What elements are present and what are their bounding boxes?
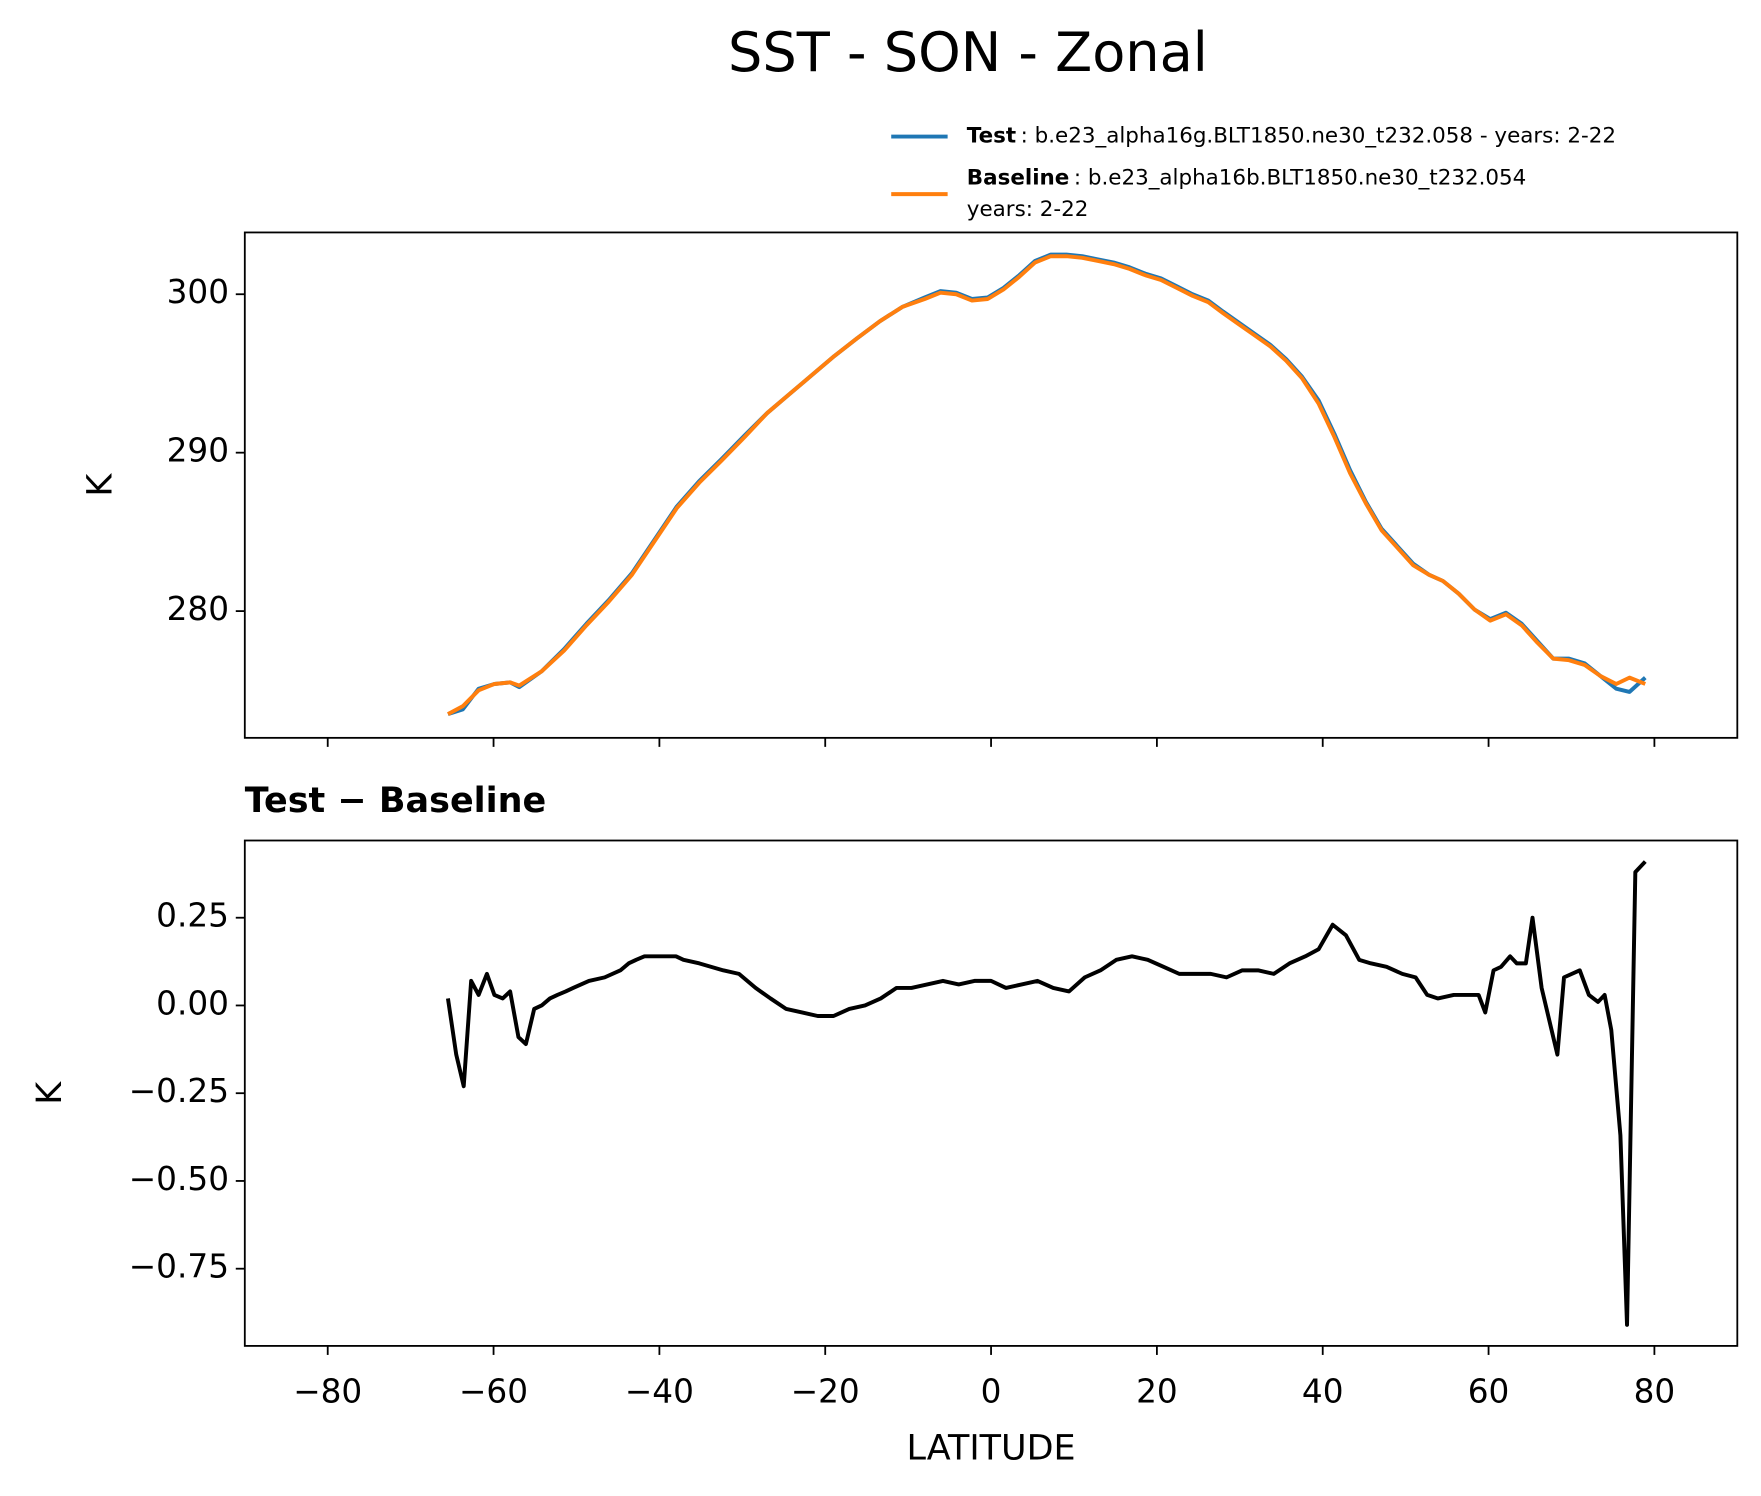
y-tick-label: 290: [167, 432, 229, 470]
y-axis-label: K: [81, 473, 121, 497]
plot-area: [447, 252, 1647, 716]
y-tick-label: −0.50: [129, 1160, 229, 1198]
axes-frame: [243, 839, 1739, 1347]
y-axis-label: K: [30, 1081, 70, 1105]
y-tick-label: 300: [167, 273, 229, 311]
legend-label: Baseline: b.e23_alpha16b.BLT1850.ne30_t2…: [967, 165, 1526, 190]
figure-title: SST - SON - Zonal: [728, 21, 1208, 84]
legend-detail: : b.e23_alpha16g.BLT1850.ne30_t232.058 -…: [1021, 124, 1616, 149]
legend-detail: years: 2-22: [967, 197, 1089, 222]
legend-detail: : b.e23_alpha16b.BLT1850.ne30_t232.054: [1074, 165, 1526, 190]
legend-name: Test: [967, 124, 1016, 149]
axes-frame: [243, 231, 1739, 739]
x-tick-label: −80: [293, 1372, 362, 1410]
data-line: [447, 254, 1647, 716]
data-line: [447, 252, 1647, 716]
x-tick-label: 60: [1468, 1372, 1510, 1410]
x-tick-label: 20: [1136, 1372, 1178, 1410]
y-tick-label: −0.25: [129, 1072, 229, 1110]
y-tick-label: 280: [167, 590, 229, 628]
legend-name: Baseline: [967, 165, 1070, 190]
axes-title: Test − Baseline: [245, 781, 546, 821]
x-axis-label: LATITUDE: [906, 1429, 1075, 1469]
x-tick-label: −40: [625, 1372, 694, 1410]
x-tick-label: −60: [459, 1372, 528, 1410]
y-tick-label: 0.00: [156, 984, 229, 1022]
plot-area: [445, 860, 1647, 1327]
y-tick-label: −0.75: [129, 1248, 229, 1286]
x-tick-label: 40: [1302, 1372, 1344, 1410]
y-tick-label: 0.25: [156, 897, 229, 935]
data-line: [445, 860, 1647, 1327]
legend-label: Test: b.e23_alpha16g.BLT1850.ne30_t232.0…: [967, 124, 1616, 149]
x-tick-label: 0: [981, 1372, 1002, 1410]
x-tick-label: −20: [791, 1372, 860, 1410]
x-tick-label: 80: [1634, 1372, 1676, 1410]
